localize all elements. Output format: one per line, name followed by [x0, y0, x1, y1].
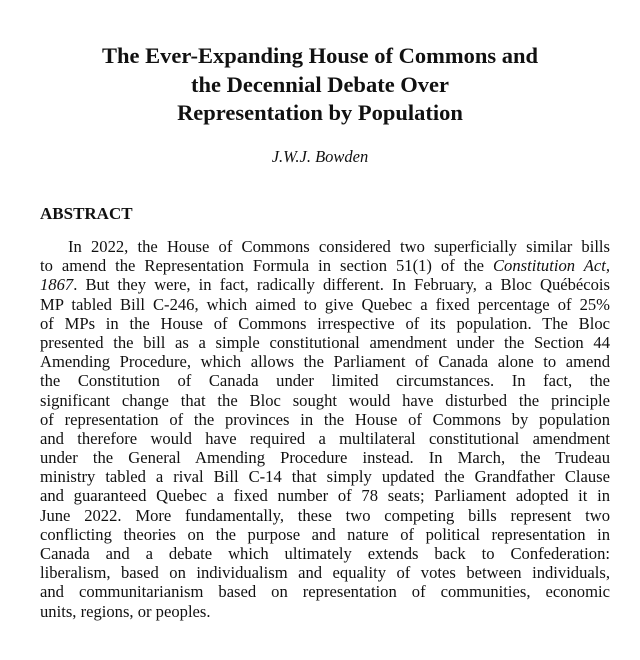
title-line: Representation by Population [177, 100, 463, 125]
italic-text: 1867 [40, 275, 74, 295]
title-line: The Ever-Expanding House of Commons and [101, 43, 539, 68]
abstract-line: Amending Procedure, which allows the Par… [40, 352, 610, 371]
text-span: significant change that the Bloc sought … [40, 390, 610, 410]
text-span: of MPs in the House of Commons irrespect… [40, 313, 610, 333]
abstract-line: ministry tabled a rival Bill C-14 that s… [40, 467, 610, 486]
text-span: presented the bill as a simple constitut… [40, 332, 610, 352]
abstract-body: In 2022, the House of Commons considered… [40, 237, 610, 621]
abstract-line: 1867. But they were, in fact, radically … [40, 275, 610, 294]
text-span: under the General Amending Procedure ins… [40, 448, 610, 468]
abstract-line: presented the bill as a simple constitut… [40, 333, 610, 352]
text-span: In 2022, the House of Commons considered… [68, 237, 610, 256]
abstract-line: In 2022, the House of Commons considered… [40, 237, 610, 256]
text-span: . But they were, in fact, radically diff… [73, 275, 610, 295]
text-span: MP tabled Bill C-246, which aimed to giv… [40, 294, 610, 314]
text-span: Canada and a debate which ultimately ext… [40, 544, 610, 563]
paper-title: The Ever-Expanding House of Commons and … [0, 42, 640, 128]
abstract-line: the Constitution of Canada under limited… [40, 371, 610, 390]
text-span: to amend the Representation Formula in s… [40, 256, 493, 276]
abstract-line: June 2022. More fundamentally, these two… [40, 506, 610, 525]
abstract-heading: ABSTRACT [40, 204, 133, 223]
abstract-line: and guaranteed Quebec a fixed number of … [40, 486, 610, 505]
italic-text: Constitution Act, [492, 256, 610, 276]
abstract-line: and communitarianism based on representa… [40, 582, 610, 601]
text-span: the Constitution of Canada under limited… [40, 371, 610, 391]
abstract-line: MP tabled Bill C-246, which aimed to giv… [40, 295, 610, 314]
abstract-line: under the General Amending Procedure ins… [40, 448, 610, 467]
abstract-line: Canada and a debate which ultimately ext… [40, 544, 610, 563]
abstract-line: units, regions, or peoples. [40, 602, 610, 621]
abstract-line: conflicting theories on the purpose and … [40, 525, 610, 544]
abstract-line: and therefore would have required a mult… [40, 429, 610, 448]
text-span: ministry tabled a rival Bill C-14 that s… [40, 467, 610, 487]
text-span: liberalism, based on individualism and e… [40, 563, 610, 583]
title-line: the Decennial Debate Over [190, 71, 450, 97]
abstract-line: to amend the Representation Formula in s… [40, 256, 610, 275]
abstract-line: significant change that the Bloc sought … [40, 391, 610, 410]
text-span: conflicting theories on the purpose and … [40, 524, 610, 544]
author: J.W.J. Bowden [271, 147, 369, 166]
text-span: June 2022. More fundamentally, these two… [40, 505, 610, 525]
abstract-line: of MPs in the House of Commons irrespect… [40, 314, 610, 333]
text-span: and therefore would have required a mult… [40, 428, 610, 448]
text-span: Amending Procedure, which allows the Par… [40, 352, 610, 372]
abstract-line: of representation of the provinces in th… [40, 410, 610, 429]
text-span: and communitarianism based on representa… [40, 582, 610, 602]
text-span: and guaranteed Quebec a fixed number of … [40, 486, 610, 506]
abstract-line: liberalism, based on individualism and e… [40, 563, 610, 582]
text-span: units, regions, or peoples. [40, 601, 211, 621]
text-span: of representation of the provinces in th… [40, 409, 610, 429]
